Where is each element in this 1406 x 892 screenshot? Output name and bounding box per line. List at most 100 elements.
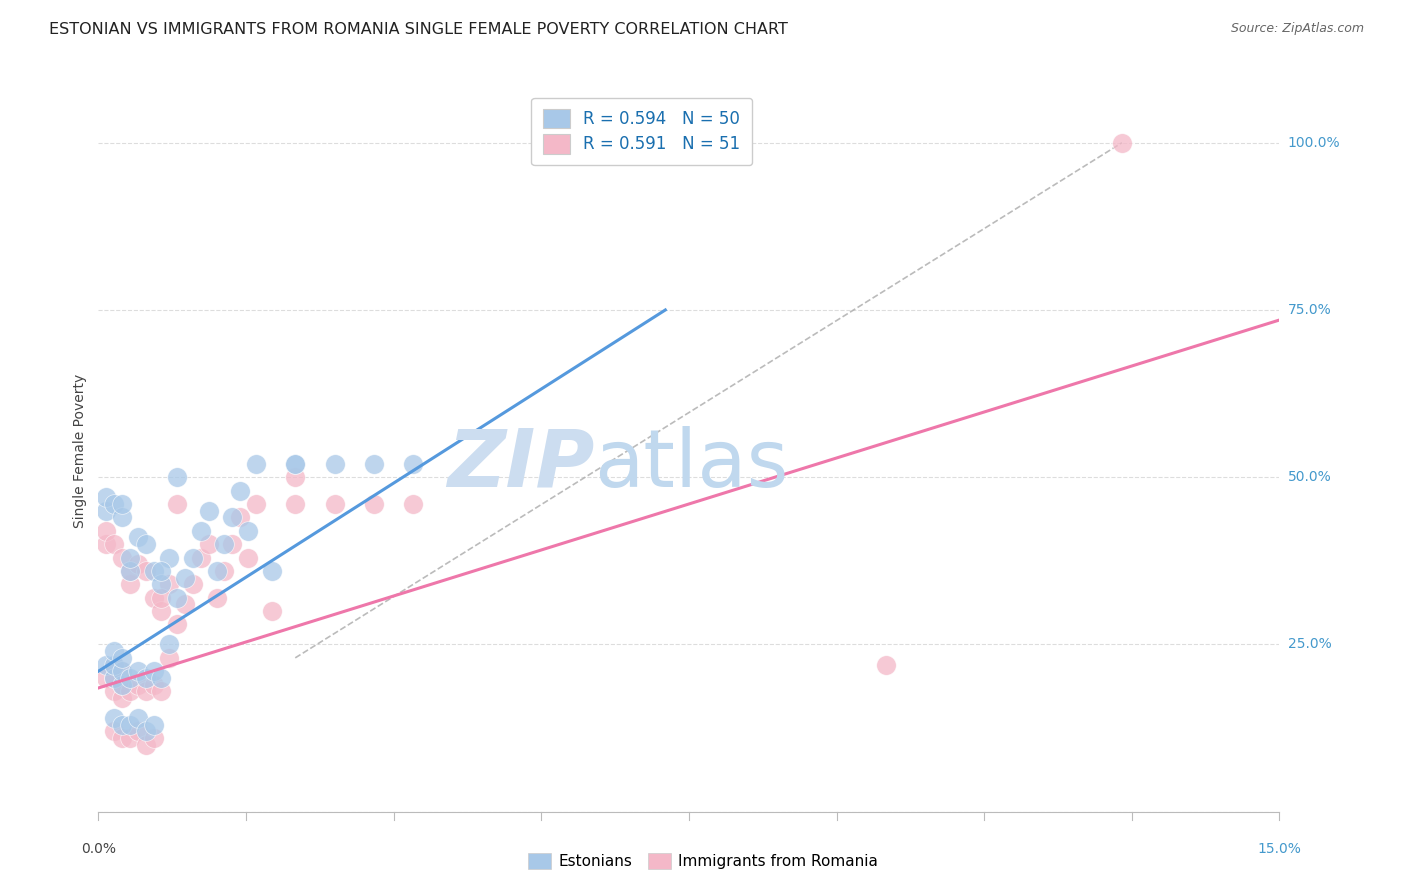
Point bbox=[96, 671, 118, 685]
Point bbox=[118, 577, 141, 591]
Point bbox=[111, 690, 134, 705]
Point bbox=[135, 724, 157, 739]
Point bbox=[103, 644, 125, 658]
Point bbox=[150, 564, 173, 578]
Point bbox=[197, 503, 219, 517]
Point bbox=[111, 550, 134, 565]
Point bbox=[103, 657, 125, 672]
Point bbox=[245, 497, 267, 511]
Point bbox=[96, 503, 118, 517]
Point bbox=[174, 571, 197, 585]
Point bbox=[111, 717, 134, 731]
Point bbox=[135, 537, 157, 551]
Point bbox=[103, 657, 125, 672]
Text: atlas: atlas bbox=[595, 425, 789, 504]
Point bbox=[127, 530, 149, 544]
Point bbox=[166, 497, 188, 511]
Point bbox=[190, 550, 212, 565]
Point bbox=[157, 637, 180, 651]
Point bbox=[284, 497, 307, 511]
Text: 15.0%: 15.0% bbox=[1257, 842, 1302, 856]
Y-axis label: Single Female Poverty: Single Female Poverty bbox=[73, 374, 87, 527]
Point bbox=[127, 711, 149, 725]
Point bbox=[221, 510, 243, 524]
Point bbox=[118, 550, 141, 565]
Point bbox=[142, 717, 165, 731]
Point bbox=[363, 457, 385, 471]
Point bbox=[229, 483, 252, 498]
Point bbox=[96, 657, 118, 672]
Point bbox=[127, 678, 149, 692]
Point bbox=[118, 564, 141, 578]
Text: 50.0%: 50.0% bbox=[1288, 470, 1331, 484]
Point bbox=[103, 497, 125, 511]
Point bbox=[103, 537, 125, 551]
Point bbox=[135, 564, 157, 578]
Point bbox=[111, 678, 134, 692]
Point bbox=[221, 537, 243, 551]
Text: 0.0%: 0.0% bbox=[82, 842, 115, 856]
Text: 75.0%: 75.0% bbox=[1288, 303, 1331, 317]
Point bbox=[142, 664, 165, 679]
Point bbox=[111, 497, 134, 511]
Point bbox=[214, 564, 236, 578]
Point bbox=[96, 537, 118, 551]
Point bbox=[142, 564, 165, 578]
Point bbox=[190, 524, 212, 538]
Point bbox=[111, 510, 134, 524]
Point bbox=[118, 671, 141, 685]
Point bbox=[197, 537, 219, 551]
Point bbox=[142, 591, 165, 605]
Point bbox=[284, 470, 307, 484]
Point bbox=[150, 671, 173, 685]
Point bbox=[181, 550, 204, 565]
Point bbox=[205, 591, 228, 605]
Point bbox=[214, 537, 236, 551]
Point bbox=[127, 664, 149, 679]
Point bbox=[363, 497, 385, 511]
Point bbox=[205, 564, 228, 578]
Point bbox=[103, 724, 125, 739]
Point bbox=[284, 457, 307, 471]
Point bbox=[118, 684, 141, 698]
Point bbox=[236, 524, 259, 538]
Point bbox=[142, 678, 165, 692]
Point bbox=[229, 510, 252, 524]
Point bbox=[1111, 136, 1133, 150]
Point bbox=[174, 598, 197, 612]
Point bbox=[157, 577, 180, 591]
Point bbox=[150, 577, 173, 591]
Point bbox=[111, 664, 134, 679]
Point bbox=[103, 711, 125, 725]
Point bbox=[111, 731, 134, 746]
Text: 100.0%: 100.0% bbox=[1288, 136, 1340, 150]
Point bbox=[157, 651, 180, 665]
Point bbox=[166, 470, 188, 484]
Text: Source: ZipAtlas.com: Source: ZipAtlas.com bbox=[1230, 22, 1364, 36]
Point bbox=[157, 550, 180, 565]
Point bbox=[236, 550, 259, 565]
Point bbox=[142, 731, 165, 746]
Point bbox=[111, 678, 134, 692]
Point bbox=[118, 731, 141, 746]
Text: ZIP: ZIP bbox=[447, 425, 595, 504]
Point bbox=[260, 604, 283, 618]
Text: 25.0%: 25.0% bbox=[1288, 638, 1331, 651]
Point bbox=[127, 557, 149, 572]
Point bbox=[96, 524, 118, 538]
Point bbox=[127, 724, 149, 739]
Legend: Estonians, Immigrants from Romania: Estonians, Immigrants from Romania bbox=[522, 847, 884, 875]
Point bbox=[96, 491, 118, 505]
Point bbox=[260, 564, 283, 578]
Point bbox=[150, 604, 173, 618]
Point bbox=[166, 591, 188, 605]
Point bbox=[135, 738, 157, 752]
Point bbox=[323, 497, 346, 511]
Legend: R = 0.594   N = 50, R = 0.591   N = 51: R = 0.594 N = 50, R = 0.591 N = 51 bbox=[531, 97, 752, 165]
Point bbox=[181, 577, 204, 591]
Point bbox=[875, 657, 897, 672]
Point bbox=[135, 671, 157, 685]
Point bbox=[111, 664, 134, 679]
Point bbox=[103, 684, 125, 698]
Point bbox=[323, 457, 346, 471]
